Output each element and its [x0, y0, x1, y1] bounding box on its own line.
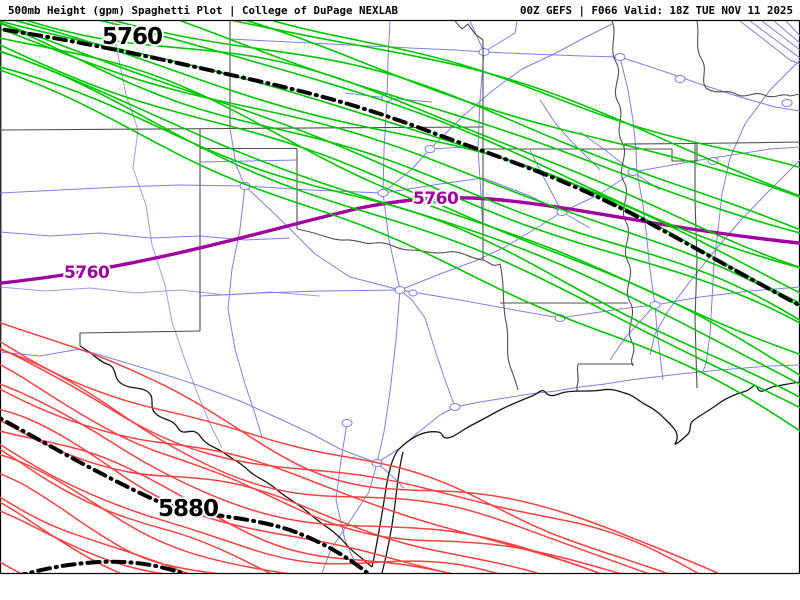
shield-icon: [478, 48, 490, 56]
purple-west-label: 5760: [64, 263, 110, 283]
pecos-river: [111, 20, 223, 449]
ensemble-member-line: [0, 419, 540, 573]
interstate-65: [702, 59, 800, 372]
border-el-paso: [79, 330, 201, 346]
mean-contour-5880: [0, 415, 371, 573]
ensemble-member-line: [0, 340, 669, 573]
ohio-river-border: [696, 20, 800, 98]
interstate-30: [399, 211, 563, 291]
ensemble-member-line: [26, 21, 800, 269]
interstate-45: [399, 289, 456, 408]
ensemble-member-line: [0, 321, 720, 573]
ok-panhandle-road: [199, 159, 298, 163]
northeast-corner-roads: [739, 20, 800, 65]
contour-label-layer: 5760 5880 5760 5760: [62, 22, 461, 524]
ensemble-member-line: [179, 21, 800, 234]
little-rock-spokes: [529, 149, 591, 229]
mean-contour-5760: [0, 27, 800, 308]
product-title: 500mb Height (gpm) Spaghetti Plot | Coll…: [8, 4, 399, 17]
mean-contour-5940: [21, 559, 189, 573]
road-network: [0, 20, 800, 574]
green-ensemble-members: [0, 21, 800, 432]
ensemble-member-line: [0, 44, 800, 377]
ensemble-member-line: [0, 443, 499, 573]
shield-icon: [341, 419, 353, 427]
interstate-37: [376, 462, 405, 489]
shield-icon: [674, 75, 686, 83]
shield-icon: [424, 145, 436, 153]
border-la-ms: [576, 363, 634, 391]
ensemble-member-line: [0, 430, 452, 573]
shield-icon: [781, 99, 793, 107]
ensemble-member-line: [0, 501, 122, 573]
red-mean-label: 5880: [158, 496, 218, 522]
ensemble-member-line: [0, 50, 800, 409]
border-mo-ar-bootheel: [483, 143, 698, 162]
ensemble-member-line: [0, 496, 189, 573]
interstate-10-west: [0, 348, 378, 464]
purple-central-label: 5760: [413, 189, 459, 209]
ensemble-member-line: [0, 22, 800, 322]
ensemble-member-line: [270, 21, 800, 169]
ensemble-mean-lines: [0, 27, 800, 573]
red-river-border: [296, 228, 484, 261]
ensemble-member-line: [0, 347, 700, 573]
ensemble-member-line: [0, 27, 800, 308]
ensemble-member-line: [0, 472, 219, 573]
jackson-spoke: [609, 304, 656, 361]
interstate-40: [0, 146, 800, 213]
padre-island: [381, 451, 404, 574]
kansas-city-spokes: [469, 20, 518, 53]
ensemble-member-line: [98, 21, 800, 269]
ensemble-member-line: [0, 363, 622, 573]
west-texas-road: [0, 231, 291, 241]
interstate-44: [382, 23, 613, 194]
interstate-20: [199, 286, 800, 319]
border-tx-east: [482, 259, 519, 391]
mississippi-river-border: [611, 20, 635, 367]
gulf-coastline: [371, 381, 800, 568]
us-87: [227, 127, 263, 438]
shield-icon: [449, 403, 461, 411]
shield-icon: [377, 189, 389, 197]
ensemble-member-line: [0, 408, 453, 573]
border-ms-al: [694, 143, 698, 389]
ensemble-member-line: [231, 21, 800, 197]
border-35n: [623, 141, 800, 145]
shield-icon: [394, 286, 406, 294]
ensemble-member-line: [0, 348, 650, 573]
model-run-valid-time: 00Z GEFS | F066 Valid: 18Z TUE NOV 11 20…: [520, 4, 793, 17]
ensemble-member-line: [0, 69, 800, 432]
interstate-10-east: [376, 364, 800, 464]
green-mean-label: 5760: [102, 24, 162, 50]
interstate-70: [229, 38, 621, 58]
header-bar: 500mb Height (gpm) Spaghetti Plot | Coll…: [8, 4, 793, 17]
missouri-river: [454, 20, 484, 41]
shield-icon: [614, 53, 626, 61]
us-287: [244, 185, 401, 291]
shield-icon: [408, 289, 418, 297]
red-ensemble-members: [0, 321, 720, 573]
ensemble-member-line: [0, 453, 289, 573]
ensemble-member-line: [112, 21, 800, 231]
us-77-valley: [335, 422, 357, 566]
ensemble-member-line: [0, 66, 800, 399]
ensemble-member-line: [0, 22, 800, 324]
ensemble-member-line: [0, 448, 272, 573]
ensemble-member-line: [0, 383, 601, 573]
interstate-64-east: [619, 56, 800, 112]
